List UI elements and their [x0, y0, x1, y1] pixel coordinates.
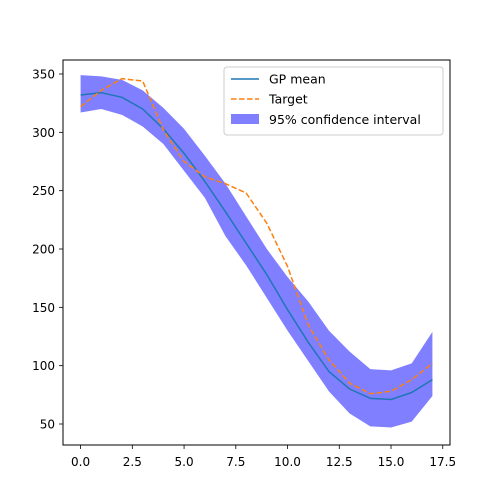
- y-tick-label: 300: [32, 126, 55, 140]
- y-tick-label: 200: [32, 243, 55, 257]
- y-tick-label: 50: [40, 418, 55, 432]
- x-tick-label: 12.5: [326, 455, 353, 469]
- y-tick-label: 150: [32, 301, 55, 315]
- y-tick-label: 350: [32, 68, 55, 82]
- x-tick-label: 2.5: [123, 455, 142, 469]
- legend-confidence-swatch: [231, 114, 259, 124]
- x-tick-label: 0.0: [71, 455, 90, 469]
- y-tick-label: 100: [32, 359, 55, 373]
- y-tick-label: 250: [32, 184, 55, 198]
- legend: GP mean Target 95% confidence interval: [224, 67, 443, 135]
- x-tick-label: 17.5: [429, 455, 456, 469]
- x-tick-label: 10.0: [274, 455, 301, 469]
- legend-gp-mean-label: GP mean: [269, 72, 326, 87]
- legend-confidence-label: 95% confidence interval: [269, 112, 421, 127]
- x-tick-label: 7.5: [226, 455, 245, 469]
- legend-target-label: Target: [268, 92, 308, 107]
- x-tick-label: 15.0: [378, 455, 405, 469]
- x-tick-label: 5.0: [175, 455, 194, 469]
